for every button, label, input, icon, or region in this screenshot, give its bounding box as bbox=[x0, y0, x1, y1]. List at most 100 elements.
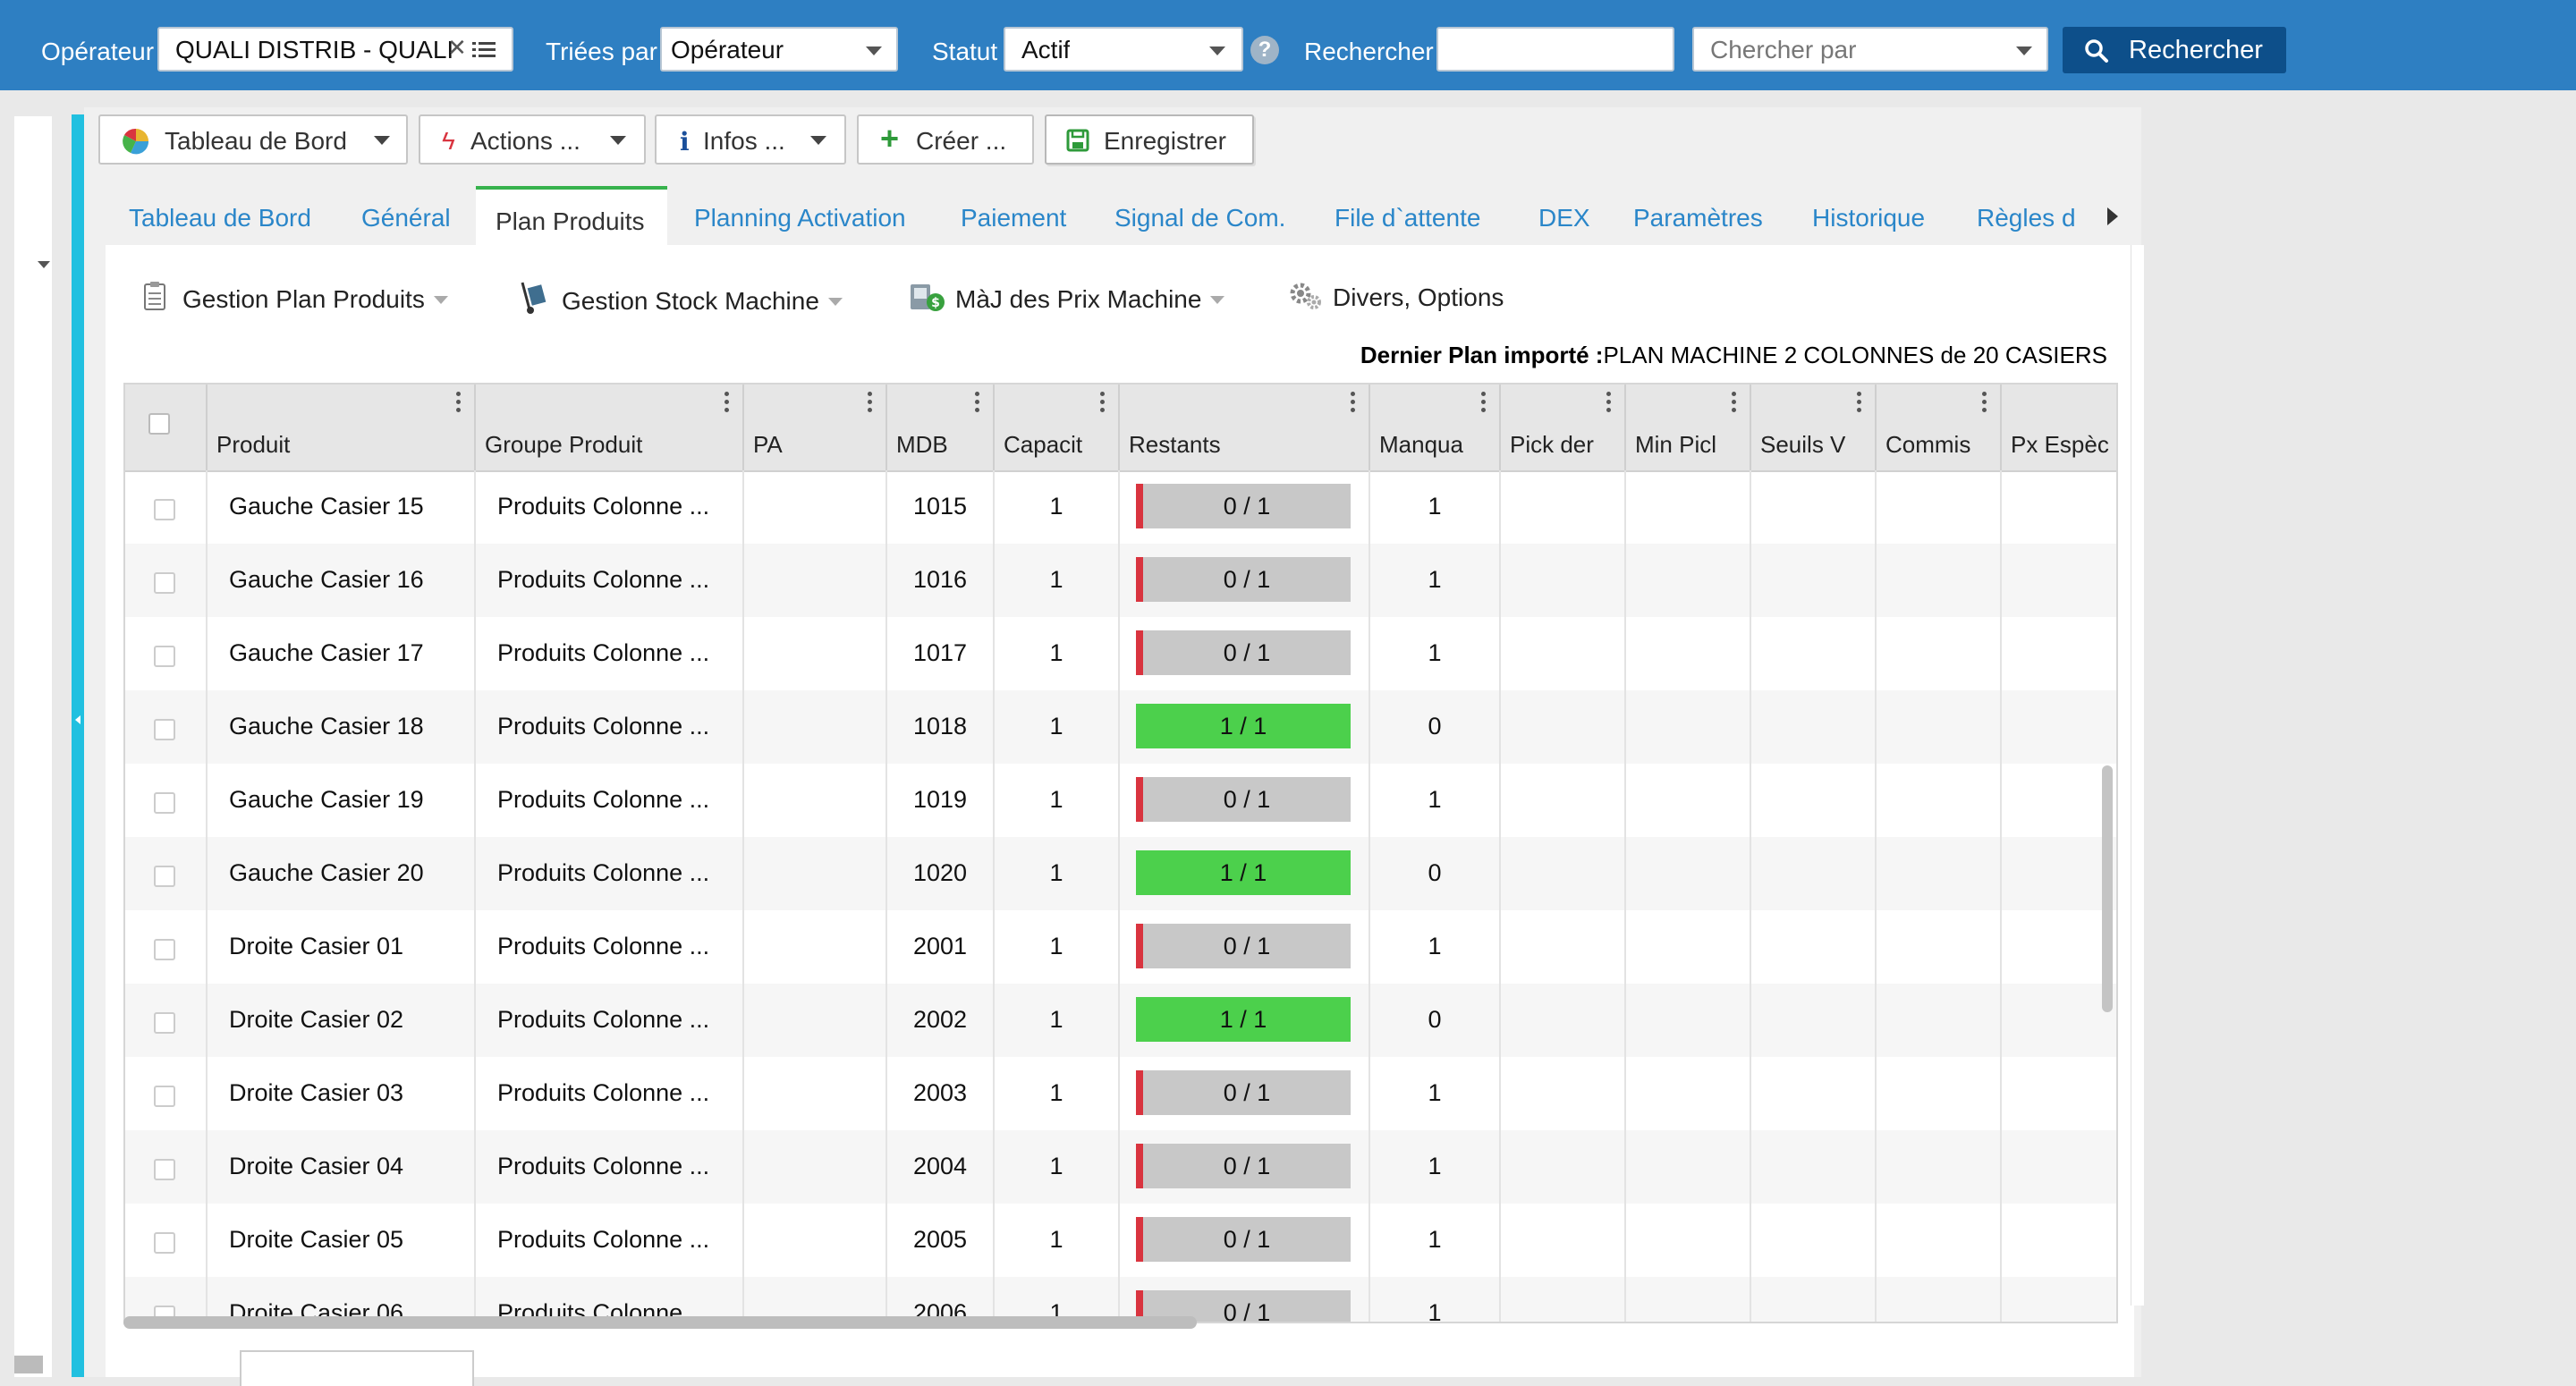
capacity-cell[interactable]: 1 bbox=[995, 1277, 1120, 1322]
row-checkbox[interactable] bbox=[154, 1232, 175, 1254]
product-cell[interactable]: Droite Casier 04 bbox=[208, 1130, 476, 1204]
pa-cell[interactable] bbox=[744, 910, 887, 984]
empty-cell[interactable] bbox=[1751, 984, 1877, 1057]
pa-cell[interactable] bbox=[744, 764, 887, 837]
table-row[interactable]: Droite Casier 06 Produits Colonne ... 2006… bbox=[125, 1277, 2116, 1322]
remaining-cell[interactable]: 0 / 1 bbox=[1120, 617, 1370, 690]
empty-cell[interactable] bbox=[1626, 910, 1751, 984]
pa-cell[interactable] bbox=[744, 1130, 887, 1204]
empty-cell[interactable] bbox=[1501, 984, 1626, 1057]
search-button[interactable]: Rechercher bbox=[2063, 27, 2286, 73]
mdb-cell[interactable]: 1019 bbox=[887, 764, 995, 837]
remaining-cell[interactable]: 0 / 1 bbox=[1120, 1130, 1370, 1204]
pa-cell[interactable] bbox=[744, 690, 887, 764]
empty-cell[interactable] bbox=[1626, 617, 1751, 690]
column-menu-icon[interactable] bbox=[975, 392, 980, 416]
empty-cell[interactable] bbox=[1751, 1204, 1877, 1277]
missing-cell[interactable]: 1 bbox=[1370, 544, 1501, 617]
product-cell[interactable]: Droite Casier 02 bbox=[208, 984, 476, 1057]
empty-cell[interactable] bbox=[1877, 764, 2002, 837]
group-cell[interactable]: Produits Colonne ... bbox=[476, 470, 744, 544]
row-select-cell[interactable] bbox=[125, 690, 208, 764]
capacity-cell[interactable]: 1 bbox=[995, 764, 1120, 837]
empty-cell[interactable] bbox=[1501, 470, 1626, 544]
tab-activation-planning[interactable]: Planning Activation bbox=[694, 204, 906, 232]
pa-cell[interactable] bbox=[744, 1204, 887, 1277]
operator-select[interactable]: QUALI DISTRIB - QUALI V ✕ bbox=[157, 27, 513, 72]
product-cell[interactable]: Gauche Casier 19 bbox=[208, 764, 476, 837]
empty-cell[interactable] bbox=[2002, 1204, 2116, 1277]
tab-queue[interactable]: File d`attente bbox=[1335, 204, 1481, 232]
column-menu-icon[interactable] bbox=[1857, 392, 1862, 416]
empty-cell[interactable] bbox=[1501, 1057, 1626, 1130]
table-row[interactable]: Gauche Casier 18 Produits Colonne ... 1018… bbox=[125, 690, 2116, 764]
table-row[interactable]: Gauche Casier 15 Produits Colonne ... 1015… bbox=[125, 470, 2116, 544]
tab-rules[interactable]: Règles d bbox=[1977, 204, 2076, 232]
group-cell[interactable]: Produits Colonne ... bbox=[476, 910, 744, 984]
row-checkbox[interactable] bbox=[154, 572, 175, 594]
row-checkbox[interactable] bbox=[154, 1012, 175, 1034]
row-checkbox[interactable] bbox=[154, 866, 175, 887]
empty-cell[interactable] bbox=[1751, 544, 1877, 617]
mdb-cell[interactable]: 2001 bbox=[887, 910, 995, 984]
empty-cell[interactable] bbox=[1501, 837, 1626, 910]
mdb-cell[interactable]: 1017 bbox=[887, 617, 995, 690]
table-row[interactable]: Droite Casier 01 Produits Colonne ... 2001… bbox=[125, 910, 2116, 984]
empty-cell[interactable] bbox=[2002, 1277, 2116, 1322]
group-cell[interactable]: Produits Colonne ... bbox=[476, 1057, 744, 1130]
panel-scrollbar-track[interactable] bbox=[2131, 245, 2144, 1306]
tab-history[interactable]: Historique bbox=[1812, 204, 1926, 232]
table-row[interactable]: Gauche Casier 20 Produits Colonne ... 1020… bbox=[125, 837, 2116, 910]
product-cell[interactable]: Gauche Casier 18 bbox=[208, 690, 476, 764]
column-header[interactable]: Commis bbox=[1877, 385, 2002, 470]
pa-cell[interactable] bbox=[744, 984, 887, 1057]
horizontal-scrollbar[interactable] bbox=[123, 1316, 1197, 1329]
product-cell[interactable]: Gauche Casier 17 bbox=[208, 617, 476, 690]
dashboard-button[interactable]: Tableau de Bord bbox=[98, 114, 408, 165]
empty-cell[interactable] bbox=[1501, 1204, 1626, 1277]
empty-cell[interactable] bbox=[1877, 1057, 2002, 1130]
missing-cell[interactable]: 1 bbox=[1370, 1130, 1501, 1204]
remaining-cell[interactable]: 0 / 1 bbox=[1120, 764, 1370, 837]
missing-cell[interactable]: 1 bbox=[1370, 764, 1501, 837]
empty-cell[interactable] bbox=[2002, 910, 2116, 984]
missing-cell[interactable]: 0 bbox=[1370, 837, 1501, 910]
mdb-cell[interactable]: 1016 bbox=[887, 544, 995, 617]
group-cell[interactable]: Produits Colonne ... bbox=[476, 690, 744, 764]
panel-splitter[interactable] bbox=[72, 114, 84, 1377]
row-checkbox[interactable] bbox=[154, 719, 175, 740]
empty-cell[interactable] bbox=[1877, 470, 2002, 544]
remaining-cell[interactable]: 0 / 1 bbox=[1120, 1057, 1370, 1130]
pa-cell[interactable] bbox=[744, 837, 887, 910]
empty-cell[interactable] bbox=[1877, 617, 2002, 690]
column-menu-icon[interactable] bbox=[1351, 392, 1356, 416]
group-cell[interactable]: Produits Colonne ... bbox=[476, 984, 744, 1057]
remaining-cell[interactable]: 0 / 1 bbox=[1120, 544, 1370, 617]
misc-options-menu[interactable]: Divers, Options bbox=[1288, 281, 1504, 314]
search-input[interactable] bbox=[1436, 27, 1674, 72]
empty-cell[interactable] bbox=[1877, 544, 2002, 617]
remaining-cell[interactable]: 1 / 1 bbox=[1120, 837, 1370, 910]
empty-cell[interactable] bbox=[1751, 1057, 1877, 1130]
empty-cell[interactable] bbox=[1877, 1277, 2002, 1322]
group-cell[interactable]: Produits Colonne ... bbox=[476, 1204, 744, 1277]
empty-cell[interactable] bbox=[1626, 1277, 1751, 1322]
chevron-down-icon[interactable] bbox=[38, 261, 50, 268]
table-row[interactable]: Droite Casier 05 Produits Colonne ... 2005… bbox=[125, 1204, 2116, 1277]
product-cell[interactable]: Droite Casier 03 bbox=[208, 1057, 476, 1130]
column-header[interactable]: Seuils V bbox=[1751, 385, 1877, 470]
select-all-checkbox[interactable] bbox=[148, 413, 170, 435]
row-checkbox[interactable] bbox=[154, 939, 175, 960]
pa-cell[interactable] bbox=[744, 470, 887, 544]
empty-cell[interactable] bbox=[1877, 1130, 2002, 1204]
tabs-scroll-right-icon[interactable] bbox=[2107, 207, 2118, 225]
capacity-cell[interactable]: 1 bbox=[995, 1204, 1120, 1277]
table-row[interactable]: Gauche Casier 17 Produits Colonne ... 1017… bbox=[125, 617, 2116, 690]
row-select-cell[interactable] bbox=[125, 984, 208, 1057]
stock-management-menu[interactable]: Gestion Stock Machine bbox=[519, 281, 843, 317]
column-menu-icon[interactable] bbox=[1732, 392, 1737, 416]
missing-cell[interactable]: 0 bbox=[1370, 690, 1501, 764]
grid-vertical-scrollbar[interactable] bbox=[2102, 765, 2113, 1012]
mdb-cell[interactable]: 2005 bbox=[887, 1204, 995, 1277]
mdb-cell[interactable]: 2002 bbox=[887, 984, 995, 1057]
